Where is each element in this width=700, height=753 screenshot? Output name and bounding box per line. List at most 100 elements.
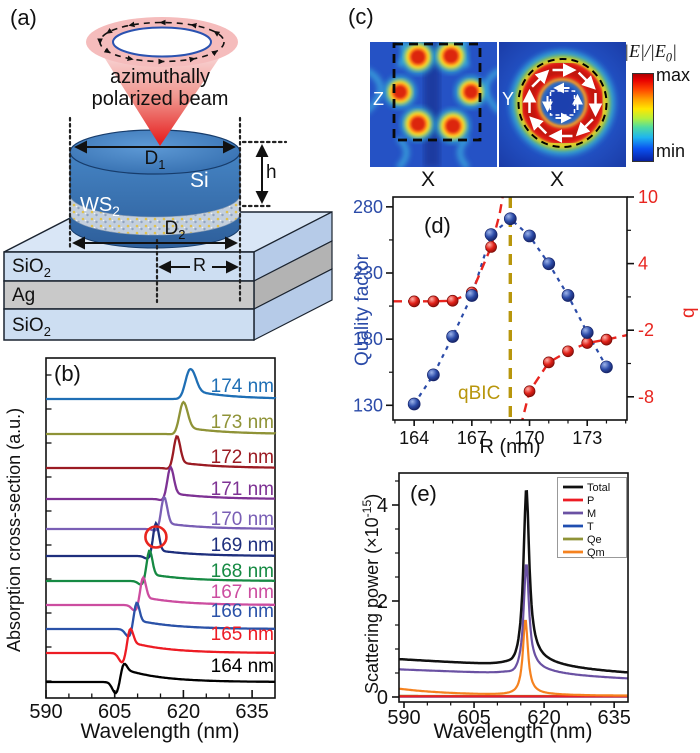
panel-b-xlabel: Wavelength (nm): [80, 720, 240, 743]
panel-label-e: (e): [410, 481, 437, 506]
svg-text:635: 635: [235, 701, 268, 723]
colorbar-title: |E|/|E0|: [624, 41, 677, 65]
field-lobes: [384, 42, 487, 143]
quality-factor-point: [523, 229, 536, 243]
panel-label-a: (a): [10, 5, 37, 30]
dimension-guides: [68, 116, 288, 304]
legend-label: Total: [587, 482, 610, 494]
svg-text:-2: -2: [638, 320, 654, 340]
panel-b-chart: 590 605 620 635 174 nm 173 nm 172 nm 171 nm 170 …: [29, 357, 277, 723]
layer-label-sio2-bottom: SiO2: [12, 315, 51, 339]
quality-factor-point: [484, 228, 498, 241]
curve-label: 168 nm: [211, 561, 274, 582]
svg-text:635: 635: [597, 707, 630, 729]
r-label: R: [193, 255, 206, 275]
colorbar-min-label: min: [656, 141, 686, 161]
disk-outline-dashed-circle: [517, 58, 608, 148]
svg-text:170: 170: [515, 428, 545, 448]
panel-d-xlabel: R (nm): [479, 436, 541, 458]
quality-factor-point: [465, 289, 479, 302]
svg-text:-8: -8: [638, 387, 654, 407]
beam-label: azimuthally polarized beam: [91, 66, 229, 110]
panel-d-chart: 164 167 170 173 130 180 230 280 10 4 -2 -8 qBIC: [353, 187, 658, 448]
dimension-arrows: [72, 140, 269, 274]
series-Qm: [399, 619, 628, 697]
legend-label: T: [587, 521, 594, 533]
series-M: [399, 564, 628, 680]
q-point: [427, 295, 440, 308]
field-map-xz: [370, 42, 497, 167]
panel-e-xlabel: Wavelength (nm): [433, 720, 593, 743]
circulation-arrows: [522, 63, 603, 143]
svg-text:4: 4: [377, 495, 388, 517]
quality-factor-point: [600, 360, 613, 374]
panel-d-ylabel-left: Quality factor: [352, 254, 373, 366]
d1-label: D1: [144, 148, 166, 172]
q-point: [562, 345, 574, 358]
y-axis-label: Y: [502, 89, 515, 109]
legend-label: Qe: [587, 534, 602, 546]
panel-d-ylabel-right: q: [678, 307, 699, 318]
panel-label-c: (c): [348, 4, 374, 29]
ws2-label: WS2: [80, 194, 120, 219]
panel-e-ylabel: Scattering power (×10-15): [360, 493, 382, 694]
qbic-circle-annotation: [144, 525, 168, 549]
curve-label: 172 nm: [211, 447, 274, 468]
q-point: [600, 333, 613, 346]
svg-text:10: 10: [638, 187, 658, 207]
curve-label: 166 nm: [211, 601, 274, 622]
q-point: [446, 294, 459, 307]
spectrum-172-nm: [46, 435, 275, 470]
spectrum-171-nm: [46, 465, 276, 502]
curve-label: 173 nm: [211, 412, 274, 433]
spectrum-165-nm: [46, 627, 275, 664]
legend-label: M: [587, 508, 596, 520]
qbic-label: qBIC: [458, 383, 500, 404]
q-point: [408, 295, 421, 308]
quality-factor-point: [446, 330, 459, 343]
svg-text:620: 620: [167, 701, 200, 723]
spectrum-166-nm: [46, 601, 275, 638]
colorbar-max-label: max: [656, 65, 691, 85]
svg-text:180: 180: [353, 329, 383, 349]
quality-factor-point: [503, 212, 517, 226]
curve-label: 174 nm: [211, 376, 274, 397]
quality-factor-point: [407, 397, 421, 411]
panel-label-b: (b): [54, 361, 81, 386]
legend-label: Qm: [587, 547, 605, 559]
svg-text:167: 167: [457, 428, 487, 448]
quality-factor-point: [561, 289, 575, 302]
curve-label: 170 nm: [211, 509, 274, 530]
spectrum-167-nm: [46, 575, 275, 612]
quality-factor-point: [427, 368, 440, 382]
spectrum-164-nm: [46, 662, 275, 695]
disk-outline-dashed: [392, 42, 482, 142]
x-axis-label-right: X: [550, 168, 565, 191]
svg-text:605: 605: [457, 707, 490, 729]
spectrum-169-nm: [46, 520, 275, 560]
svg-text:620: 620: [527, 707, 560, 729]
spectrum-174-nm: [46, 367, 277, 401]
series-Total: [399, 490, 628, 674]
quality-factor-point: [580, 326, 594, 339]
azimuthal-beam: [86, 17, 238, 146]
svg-text:173: 173: [572, 428, 602, 448]
q-point: [523, 385, 536, 398]
si-label: Si: [190, 169, 209, 192]
curve-label: 169 nm: [211, 535, 274, 556]
panel-b-ylabel: Absorption cross-section (a.u.): [4, 407, 24, 652]
field-map-xy: [499, 42, 626, 167]
curve-label: 171 nm: [211, 479, 274, 500]
x-axis-label-left: X: [421, 168, 436, 191]
svg-text:2: 2: [377, 591, 388, 613]
curve-label: 164 nm: [211, 656, 274, 677]
q-point: [485, 241, 497, 253]
beam-cone: [104, 57, 220, 146]
panel-a-schematic: [3, 17, 333, 341]
svg-text:605: 605: [98, 701, 131, 723]
center-mode-square: [542, 82, 583, 124]
curve-label: 167 nm: [211, 582, 274, 603]
svg-text:590: 590: [387, 707, 420, 729]
svg-text:280: 280: [353, 197, 383, 217]
